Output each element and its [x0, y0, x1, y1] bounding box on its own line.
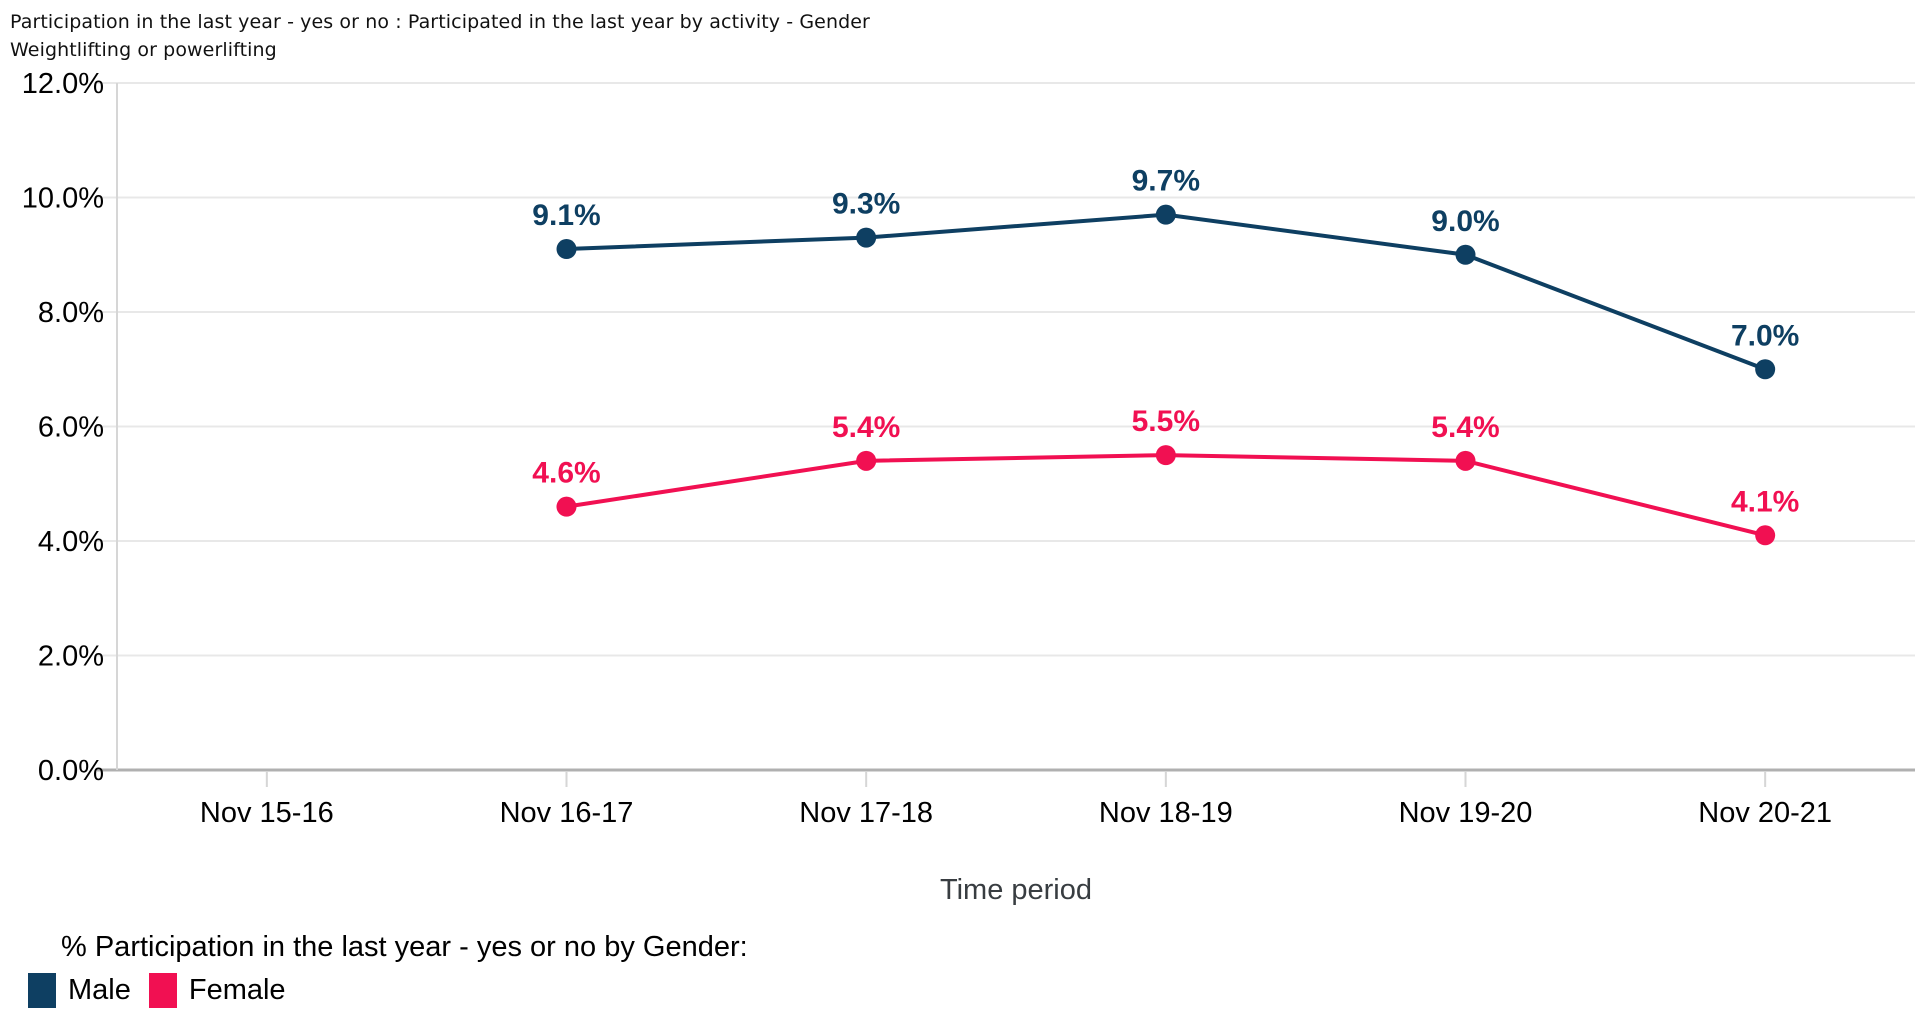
legend-label-female: Female: [188, 974, 286, 1006]
data-label-female-2: 5.4%: [832, 411, 900, 444]
y-axis-tick-label: 4.0%: [38, 526, 104, 558]
legend: Male Female: [28, 973, 286, 1008]
data-point-female-2[interactable]: [856, 450, 877, 471]
data-point-female-4[interactable]: [1455, 450, 1476, 471]
series-line-male: [566, 212, 1766, 372]
chart-title-line2: Weightlifting or powerlifting: [10, 39, 277, 61]
x-axis-tick-label: Nov 16-17: [500, 797, 634, 829]
data-label-female-5: 4.1%: [1731, 485, 1799, 518]
data-label-male-1: 9.1%: [532, 199, 600, 232]
x-axis-tick-label: Nov 20-21: [1698, 797, 1832, 829]
data-label-male-2: 9.3%: [832, 188, 900, 221]
data-point-male-3[interactable]: [1155, 204, 1176, 225]
y-axis-tick-label: 2.0%: [38, 641, 104, 673]
x-axis-tick-label: Nov 15-16: [200, 797, 334, 829]
data-label-female-1: 4.6%: [532, 457, 600, 490]
legend-title: % Participation in the last year - yes o…: [61, 931, 748, 963]
data-point-female-5[interactable]: [1755, 525, 1776, 546]
data-point-male-2[interactable]: [856, 227, 877, 248]
data-label-male-3: 9.7%: [1132, 165, 1200, 198]
data-point-female-1[interactable]: [556, 496, 577, 517]
x-axis-tick-label: Nov 18-19: [1099, 797, 1233, 829]
x-axis-tick-label: Nov 19-20: [1399, 797, 1533, 829]
legend-label-male: Male: [68, 974, 131, 1006]
data-label-male-4: 9.0%: [1431, 205, 1499, 238]
data-point-male-4[interactable]: [1455, 244, 1476, 265]
data-point-male-5[interactable]: [1755, 359, 1776, 380]
y-axis-tick-label: 10.0%: [22, 183, 104, 215]
x-axis-title: Time period: [939, 874, 1093, 906]
y-axis-tick-label: 6.0%: [38, 412, 104, 444]
data-label-female-3: 5.5%: [1132, 405, 1200, 438]
y-axis-tick-label: 12.0%: [22, 68, 104, 100]
data-label-female-4: 5.4%: [1431, 411, 1499, 444]
legend-item-female[interactable]: Female: [148, 973, 286, 1008]
y-axis-tick-label: 0.0%: [38, 755, 104, 787]
chart-title-line1: Participation in the last year - yes or …: [10, 11, 870, 33]
data-label-male-5: 7.0%: [1731, 319, 1799, 352]
x-axis-tick-label: Nov 17-18: [799, 797, 933, 829]
legend-swatch-female: [148, 973, 177, 1008]
legend-swatch-male: [28, 973, 56, 1008]
y-axis-tick-label: 8.0%: [38, 297, 104, 329]
series-line-female: [566, 453, 1766, 538]
data-point-male-1[interactable]: [556, 239, 577, 260]
chart-title: Participation in the last year - yes or …: [10, 8, 870, 64]
data-point-female-3[interactable]: [1155, 445, 1176, 466]
legend-item-male[interactable]: Male: [28, 973, 131, 1008]
